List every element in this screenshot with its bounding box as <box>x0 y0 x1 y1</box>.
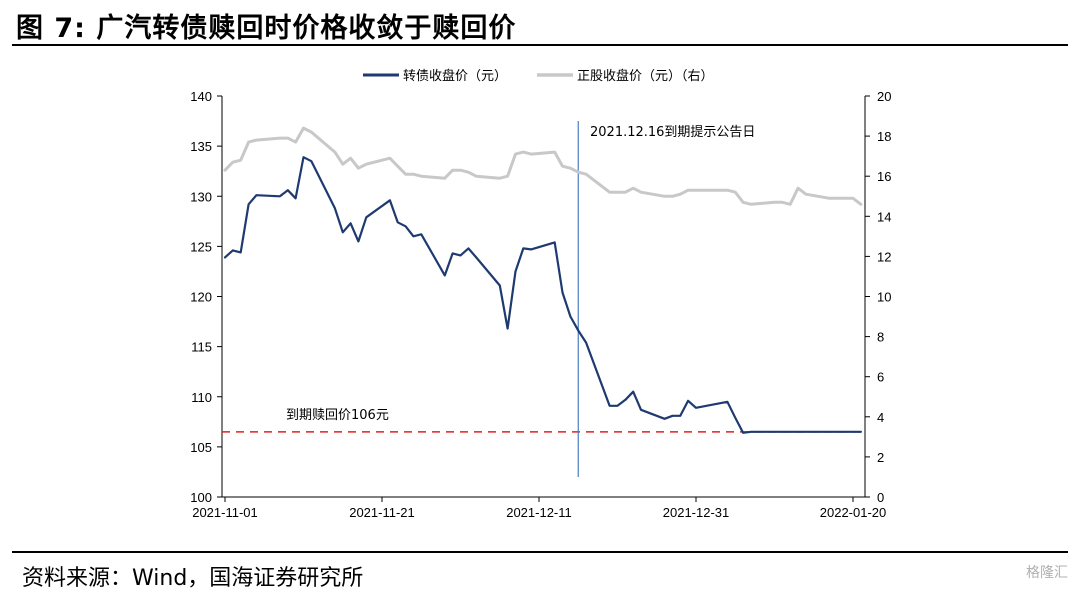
right-tick-label: 4 <box>877 410 884 425</box>
title-divider <box>12 44 1068 46</box>
watermark: 格隆汇 <box>1026 565 1068 581</box>
right-tick-label: 0 <box>877 490 884 505</box>
left-tick-label: 125 <box>190 239 212 254</box>
legend-label: 转债收盘价（元） <box>403 68 507 84</box>
stock-price-series <box>223 126 863 206</box>
announcement-marker-label: 2021.12.16到期提示公告日 <box>590 124 755 140</box>
left-tick-label: 115 <box>191 340 212 355</box>
right-tick-label: 8 <box>877 330 884 345</box>
left-tick-label: 130 <box>190 189 212 204</box>
left-tick-label: 140 <box>190 89 212 104</box>
right-tick-label: 14 <box>877 209 891 224</box>
left-tick-label: 120 <box>190 290 212 305</box>
legend-label: 正股收盘价（元）（右） <box>577 68 714 84</box>
x-tick-label: 2021-12-31 <box>663 505 730 520</box>
right-tick-label: 2 <box>877 450 884 465</box>
x-tick-label: 2021-11-21 <box>349 505 415 520</box>
right-tick-label: 12 <box>877 249 891 264</box>
right-tick-label: 6 <box>877 370 884 385</box>
left-tick-label: 100 <box>190 490 212 505</box>
left-tick-label: 110 <box>191 390 212 405</box>
redemption-price-label: 到期赎回价106元 <box>286 408 389 423</box>
right-tick-label: 18 <box>877 129 891 144</box>
bond-price-series <box>223 156 863 434</box>
footer-divider <box>12 551 1068 553</box>
x-tick-label: 2021-11-01 <box>192 505 258 520</box>
right-tick-label: 10 <box>877 290 891 305</box>
right-tick-label: 20 <box>877 89 891 104</box>
right-tick-label: 16 <box>877 169 891 184</box>
x-tick-label: 2021-12-11 <box>506 505 572 520</box>
left-tick-label: 105 <box>190 440 212 455</box>
left-tick-label: 135 <box>190 139 212 154</box>
x-tick-label: 2022-01-20 <box>820 505 887 520</box>
source-note: 资料来源：Wind，国海证券研究所 <box>22 566 364 591</box>
figure-title: 图 7: 广汽转债赎回时价格收敛于赎回价 <box>16 13 517 44</box>
